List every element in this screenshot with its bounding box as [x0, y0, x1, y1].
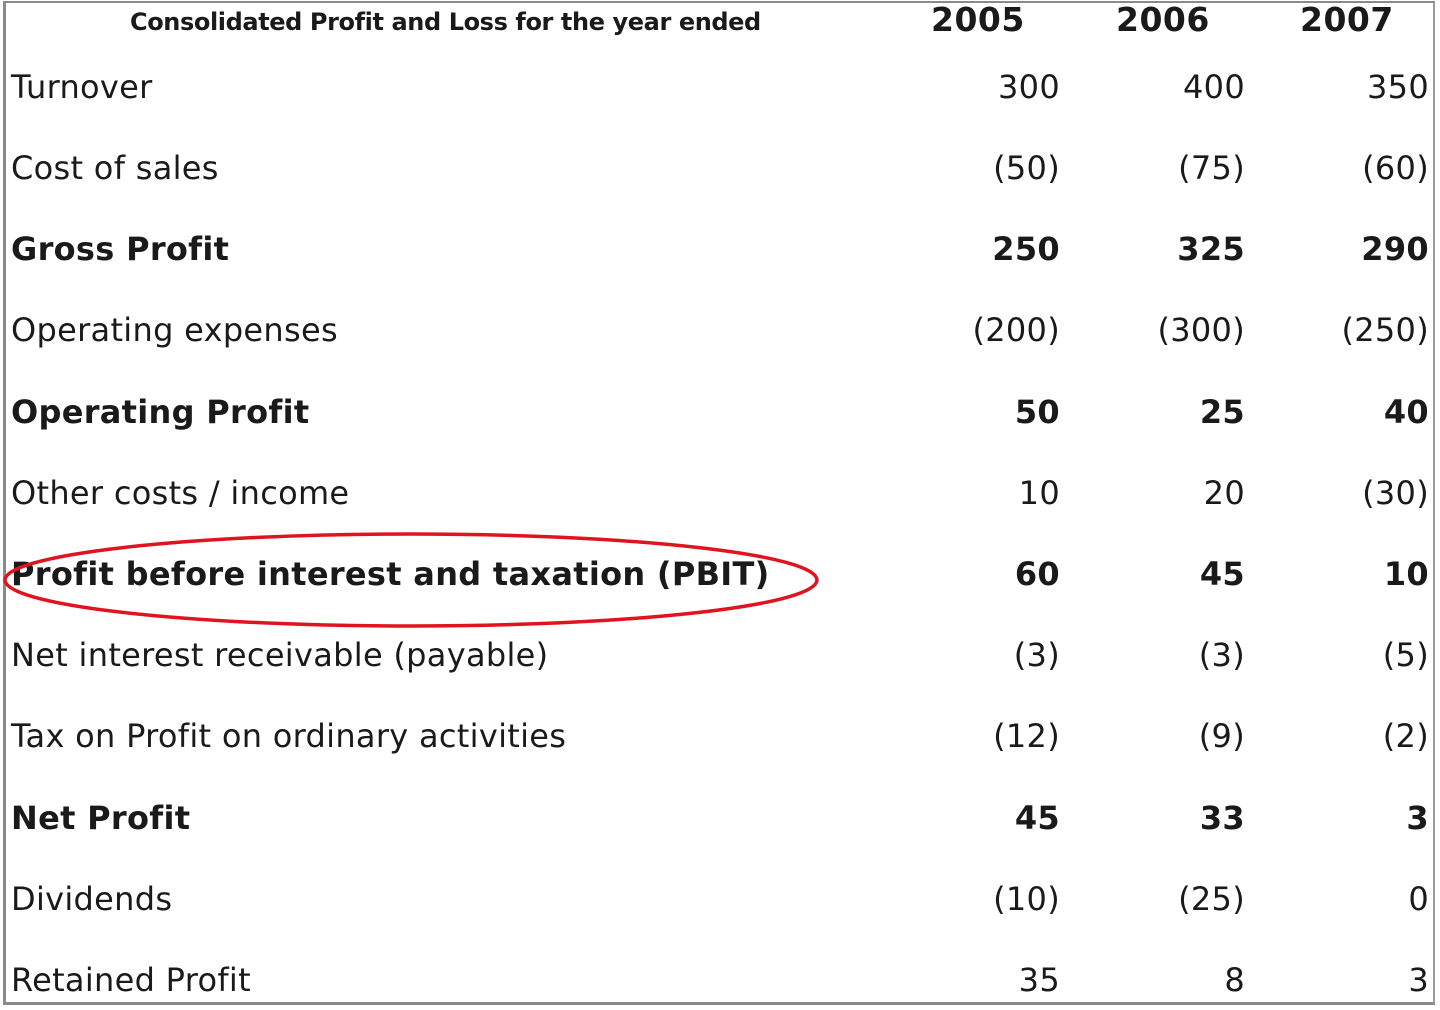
table-frame — [3, 1, 1435, 1005]
value-2005: (3) — [1013, 636, 1060, 674]
row-label: Operating expenses — [11, 311, 338, 349]
value-2005: 60 — [1014, 555, 1060, 593]
value-2007: 10 — [1383, 555, 1429, 593]
value-2005: 45 — [1014, 799, 1060, 837]
row-label: Retained Profit — [11, 961, 251, 999]
value-2006: (25) — [1178, 880, 1245, 918]
value-2007: (2) — [1382, 717, 1429, 755]
row-label: Operating Profit — [11, 393, 310, 431]
value-2006: (9) — [1198, 717, 1245, 755]
row-label: Dividends — [11, 880, 173, 918]
value-2006: 8 — [1224, 961, 1245, 999]
value-2006: 45 — [1199, 555, 1245, 593]
year-header-2007: 2007 — [1300, 0, 1394, 39]
value-2005: 10 — [1018, 474, 1060, 512]
row-label: Net Profit — [11, 799, 191, 837]
value-2005: 300 — [998, 68, 1060, 106]
row-label: Net interest receivable (payable) — [11, 636, 549, 674]
row-label: Turnover — [11, 68, 153, 106]
value-2006: (75) — [1178, 149, 1245, 187]
row-label: Tax on Profit on ordinary activities — [11, 717, 567, 755]
value-2005: (200) — [972, 311, 1060, 349]
value-2007: (30) — [1362, 474, 1429, 512]
value-2007: 3 — [1408, 961, 1429, 999]
value-2005: 50 — [1014, 393, 1060, 431]
value-2007: 350 — [1367, 68, 1429, 106]
table-title: Consolidated Profit and Loss for the yea… — [130, 8, 761, 36]
value-2007: (5) — [1382, 636, 1429, 674]
value-2005: (50) — [993, 149, 1060, 187]
value-2006: 325 — [1177, 230, 1245, 268]
value-2007: 290 — [1361, 230, 1429, 268]
value-2006: 33 — [1199, 799, 1245, 837]
value-2006: (300) — [1157, 311, 1245, 349]
value-2007: 3 — [1406, 799, 1429, 837]
value-2007: 0 — [1408, 880, 1429, 918]
row-label: Other costs / income — [11, 474, 350, 512]
value-2006: 400 — [1183, 68, 1245, 106]
value-2006: 20 — [1203, 474, 1245, 512]
row-label: Profit before interest and taxation (PBI… — [11, 555, 770, 593]
value-2005: (10) — [993, 880, 1060, 918]
row-label: Cost of sales — [11, 149, 219, 187]
value-2005: 250 — [992, 230, 1060, 268]
value-2005: (12) — [993, 717, 1060, 755]
value-2006: (3) — [1198, 636, 1245, 674]
value-2005: 35 — [1018, 961, 1060, 999]
row-label: Gross Profit — [11, 230, 230, 268]
value-2007: 40 — [1383, 393, 1429, 431]
value-2007: (60) — [1362, 149, 1429, 187]
year-header-2006: 2006 — [1116, 0, 1210, 39]
year-header-2005: 2005 — [931, 0, 1025, 39]
value-2006: 25 — [1199, 393, 1245, 431]
value-2007: (250) — [1341, 311, 1429, 349]
